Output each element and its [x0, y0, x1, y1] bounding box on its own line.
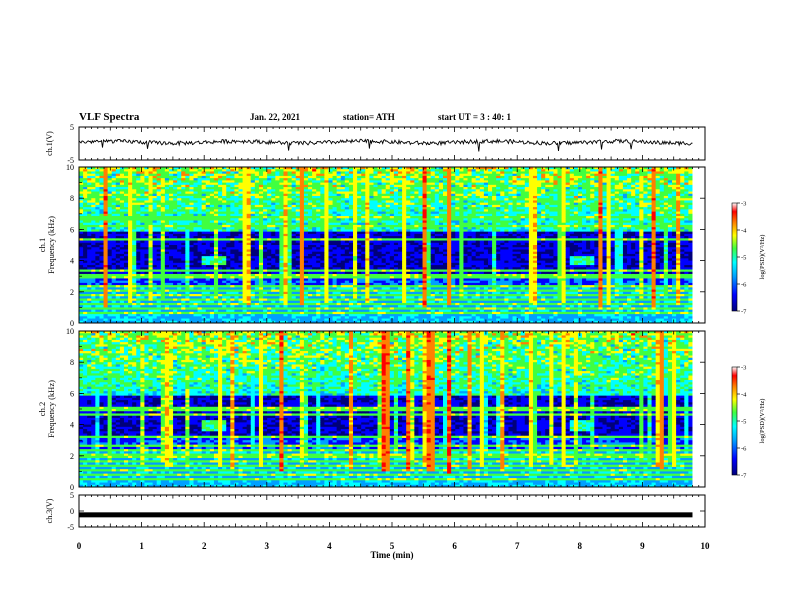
colorbar-tick: -6 — [741, 446, 747, 453]
ch1-spectrogram-ytick: 0 — [70, 319, 74, 328]
x-tick-label: 10 — [701, 541, 711, 551]
ch1-spectrogram-ytick: 8 — [70, 194, 74, 203]
x-tick-label: 8 — [578, 541, 583, 551]
ch2-spectrogram — [79, 331, 705, 488]
ch3-waveform-ytick: -5 — [67, 523, 74, 532]
ch2-spectrogram-ylabel-channel: ch.2 — [37, 402, 47, 416]
colorbar-gradient — [731, 366, 738, 476]
x-tick-label: 2 — [202, 541, 207, 551]
ch1-spectrogram-ylabel-channel: ch.1 — [37, 238, 47, 252]
x-tick-label: 0 — [77, 541, 82, 551]
x-axis-label: Time (min) — [370, 550, 413, 560]
ch3-waveform — [79, 512, 693, 518]
ch2-spectrogram-ytick: 8 — [70, 358, 74, 367]
x-tick-label: 3 — [265, 541, 270, 551]
ch1-waveform — [78, 138, 693, 152]
ch2-spectrogram-ytick: 6 — [70, 389, 74, 398]
colorbar-tick: -5 — [741, 255, 746, 262]
ch1-spectrogram-ylabel-frequency: Frequency (kHz) — [46, 216, 56, 274]
ch1-spectrogram — [79, 167, 705, 324]
x-tick-label: 4 — [327, 541, 332, 551]
ch3-waveform-ytick: 5 — [70, 491, 74, 500]
ch3-waveform-ylabel: ch.3(V) — [45, 498, 54, 523]
colorbar-tick: -4 — [741, 228, 747, 235]
colorbar-label: log(PSD)(V²/Hz) — [759, 235, 766, 280]
ch2-spectrogram-ytick: 10 — [66, 327, 74, 336]
ch2-spectrogram-ytick: 2 — [70, 452, 74, 461]
colorbar-tick: -7 — [741, 473, 747, 480]
x-tick-label: 1 — [139, 541, 144, 551]
colorbar-label: log(PSD)(V²/Hz) — [759, 399, 766, 444]
start-time-label: start UT = 3 : 40: 1 — [438, 112, 511, 122]
colorbar-tick: -3 — [741, 365, 746, 372]
ch2-spectrogram-ylabel-frequency: Frequency (kHz) — [46, 380, 56, 438]
ch1-waveform-ytick: 5 — [70, 123, 74, 132]
x-tick-label: 5 — [390, 541, 395, 551]
x-tick-label: 7 — [515, 541, 520, 551]
ch2-spectrogram-ytick: 0 — [70, 483, 74, 492]
colorbar-tick: -5 — [741, 419, 746, 426]
ch1-spectrogram-ytick: 4 — [70, 257, 74, 266]
date-label: Jan. 22, 2021 — [250, 112, 300, 122]
colorbar-tick: -4 — [741, 392, 747, 399]
x-tick-label: 9 — [640, 541, 645, 551]
chart-title: VLF Spectra — [79, 111, 139, 123]
ch1-spectrogram-ytick: 2 — [70, 288, 74, 297]
ch3-waveform-ytick: 0 — [70, 507, 74, 516]
ch1-spectrogram-ytick: 10 — [66, 163, 74, 172]
x-tick-label: 6 — [452, 541, 457, 551]
colorbar-gradient — [731, 202, 738, 312]
colorbar-2: -3 -4 -5 -6 -7 log(PSD)(V²/Hz) — [731, 365, 766, 480]
colorbar-1: -3 -4 -5 -6 -7 log(PSD)(V²/Hz) — [731, 201, 766, 316]
ch2-spectrogram-ytick: 4 — [70, 421, 74, 430]
ch1-spectrogram-ytick: 6 — [70, 225, 74, 234]
ch1-waveform-ytick: -5 — [67, 156, 74, 165]
colorbar-tick: -3 — [741, 201, 746, 208]
station-label: station= ATH — [343, 112, 395, 122]
colorbar-tick: -6 — [741, 282, 747, 289]
ch1-waveform-ylabel: ch.1(V) — [45, 131, 54, 156]
colorbar-tick: -7 — [741, 309, 747, 316]
